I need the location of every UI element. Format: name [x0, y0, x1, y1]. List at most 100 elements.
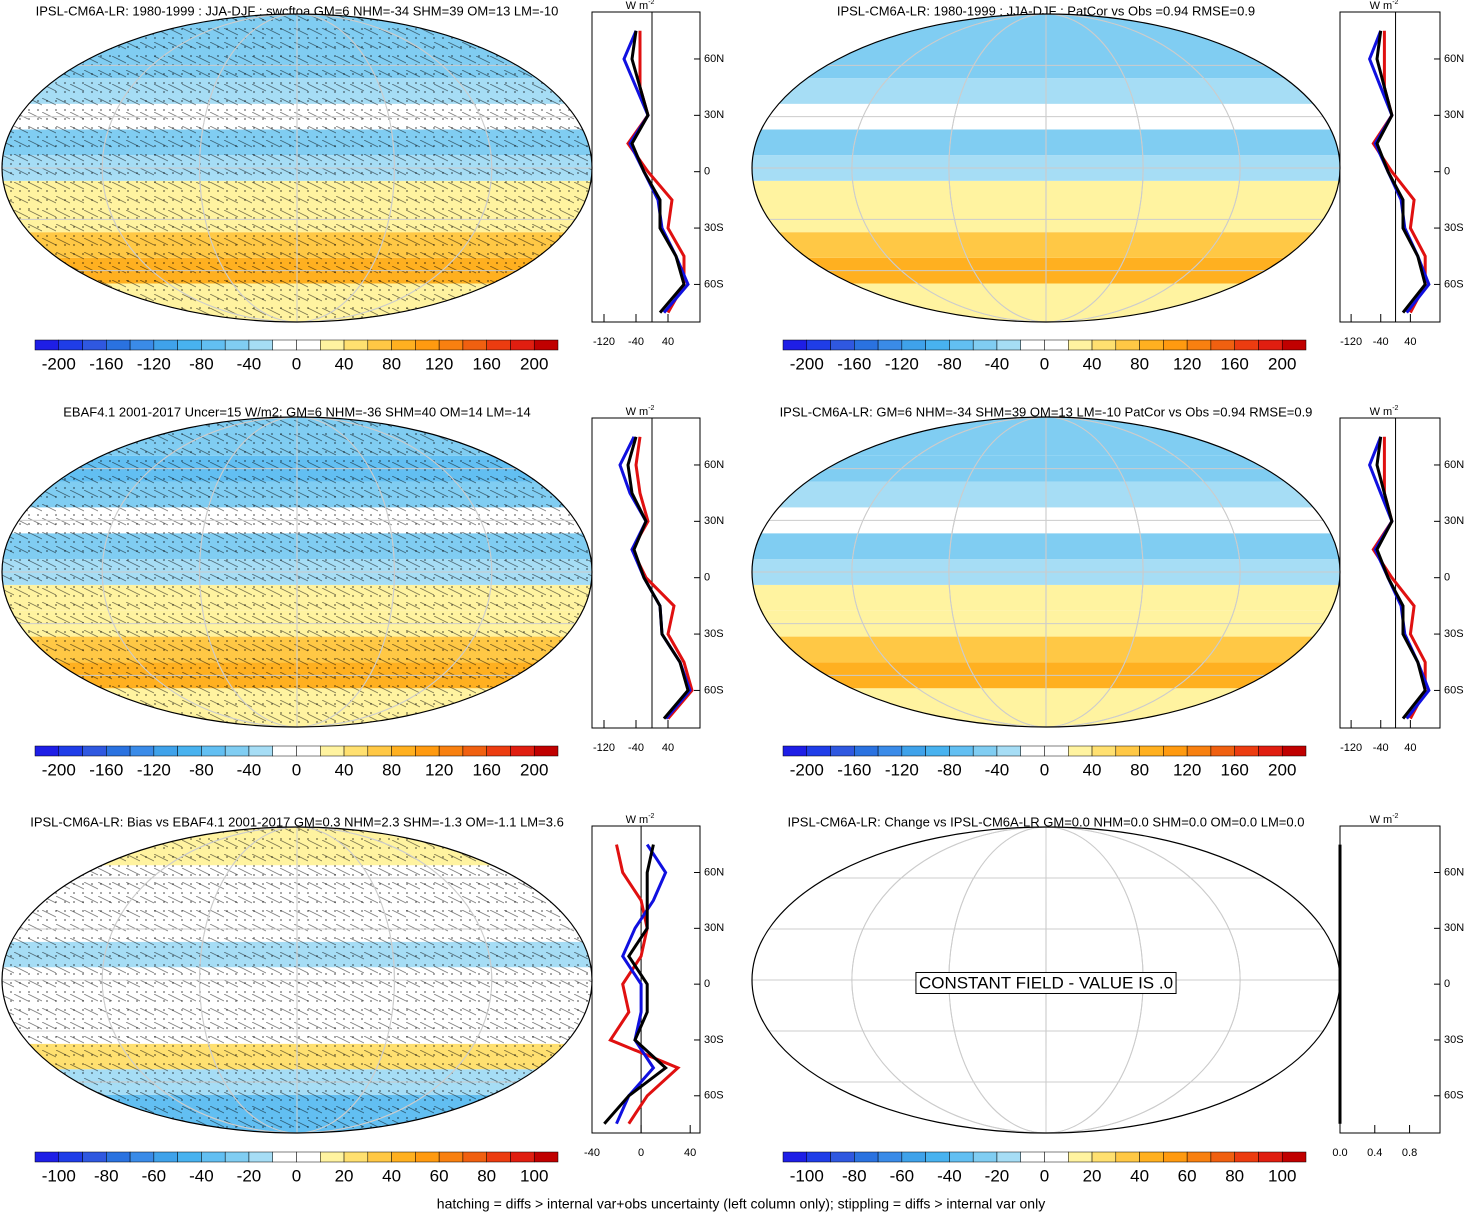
colorbar-label: 0: [1040, 760, 1049, 779]
colorbar-box: [272, 745, 297, 757]
unit: W m: [626, 0, 649, 12]
meridian: [101, 827, 493, 1133]
colorbar-box: [1139, 339, 1164, 351]
constant-note: CONSTANT FIELD - VALUE IS .0: [919, 973, 1173, 992]
zonal-line: [630, 436, 694, 720]
colorbar-box: [391, 745, 416, 757]
unit-label: W m-2: [626, 0, 655, 12]
colorbar-box: [1210, 745, 1235, 757]
meridian: [101, 14, 493, 322]
colorbar-box: [925, 745, 950, 757]
unit-power: -2: [1392, 813, 1398, 820]
colorbar-box: [510, 339, 535, 351]
colorbar-box: [996, 745, 1021, 757]
colorbar-box: [248, 339, 273, 351]
x-tick-label: -120: [593, 336, 615, 348]
colorbar-label: -120: [137, 354, 171, 373]
lat-tick-label: 30N: [704, 109, 724, 121]
meridian: [948, 14, 1144, 322]
colorbar-label: -40: [937, 1166, 962, 1185]
colorbar-label: 120: [425, 760, 453, 779]
colorbar-label: 80: [1130, 354, 1149, 373]
colorbar-box: [1186, 1151, 1212, 1163]
colorbar-box: [949, 745, 974, 757]
lat-tick-label: 30S: [1444, 1034, 1464, 1046]
unit: W m: [626, 406, 649, 418]
colorbar-label: 0: [292, 1166, 301, 1185]
unit-power: -2: [648, 405, 654, 412]
colorbar-box: [1068, 745, 1093, 757]
colorbar-box: [1281, 745, 1307, 757]
lat-tick-label: 30N: [704, 922, 724, 934]
colorbar-label: -60: [142, 1166, 167, 1185]
colorbar-box: [925, 1151, 950, 1163]
x-tick-label: -40: [1373, 742, 1389, 754]
colorbar-box: [486, 745, 511, 757]
colorbar-label: -160: [837, 760, 871, 779]
colorbar-box: [1234, 339, 1259, 351]
x-tick-label: -40: [628, 336, 644, 348]
colorbar-box: [806, 745, 831, 757]
zonal-frame: [1339, 825, 1441, 1134]
colorbar-box: [34, 1151, 60, 1163]
unit-power: -2: [648, 813, 654, 820]
meridian: [199, 417, 395, 727]
lat-tick-label: 60N: [704, 53, 724, 65]
lat-tick-label: 60N: [704, 459, 724, 471]
colorbar-label: -120: [885, 760, 919, 779]
colorbar-box: [1281, 1151, 1307, 1163]
colorbar-box: [1020, 1151, 1045, 1163]
colorbar-box: [82, 1151, 107, 1163]
colorbar-box: [106, 1151, 131, 1163]
colorbar-box: [996, 1151, 1021, 1163]
colorbar-box: [343, 745, 369, 757]
colorbar-label: -80: [842, 1166, 867, 1185]
colorbar-label: 200: [1268, 354, 1296, 373]
colorbar-box: [415, 745, 440, 757]
unit-power: -2: [648, 0, 654, 6]
colorbar-box: [1115, 1151, 1140, 1163]
colorbar-box: [224, 1151, 250, 1163]
lat-tick-label: 0: [704, 166, 710, 178]
unit-label: W m-2: [1370, 405, 1399, 418]
colorbar-label: 20: [1083, 1166, 1102, 1185]
colorbar-label: -80: [937, 760, 962, 779]
colorbar-label: 120: [425, 354, 453, 373]
colorbar-box: [1281, 339, 1307, 351]
colorbar-label: 0: [292, 354, 301, 373]
lat-tick-label: 0: [1444, 166, 1450, 178]
lat-tick-label: 30N: [1444, 515, 1464, 527]
colorbar-box: [533, 1151, 559, 1163]
colorbar-label: -120: [885, 354, 919, 373]
lat-tick-label: 60N: [704, 866, 724, 878]
colorbar-label: -100: [790, 1166, 824, 1185]
colorbar-box: [1210, 1151, 1235, 1163]
lat-tick-label: 60N: [1444, 53, 1464, 65]
unit-power: -2: [1392, 405, 1398, 412]
colorbar-label: 160: [472, 354, 500, 373]
colorbar-box: [877, 745, 903, 757]
colorbar-box: [462, 1151, 487, 1163]
colorbar-box: [129, 1151, 155, 1163]
colorbar-box: [224, 745, 250, 757]
colorbar-box: [153, 1151, 178, 1163]
colorbar-label: 60: [1178, 1166, 1197, 1185]
colorbar-box: [1020, 745, 1045, 757]
colorbar-box: [854, 1151, 879, 1163]
lat-tick-label: 0: [1444, 572, 1450, 584]
colorbar-box: [510, 745, 535, 757]
unit-power: -2: [1392, 0, 1398, 6]
colorbar-label: 80: [382, 354, 401, 373]
colorbar-label: -80: [937, 354, 962, 373]
lat-tick-label: 30S: [1444, 222, 1464, 234]
colorbar-label: 120: [1173, 760, 1201, 779]
colorbar-label: 40: [1130, 1166, 1149, 1185]
meridian: [199, 14, 395, 322]
colorbar-label: -40: [237, 760, 262, 779]
colorbar-label: 0: [1040, 1166, 1049, 1185]
panel-title: IPSL-CM6A-LR: GM=6 NHM=-34 SHM=39 OM=13 …: [780, 404, 1313, 419]
colorbar-box: [1186, 745, 1212, 757]
colorbar-box: [58, 1151, 83, 1163]
colorbar-box: [367, 745, 392, 757]
colorbar-box: [854, 339, 879, 351]
